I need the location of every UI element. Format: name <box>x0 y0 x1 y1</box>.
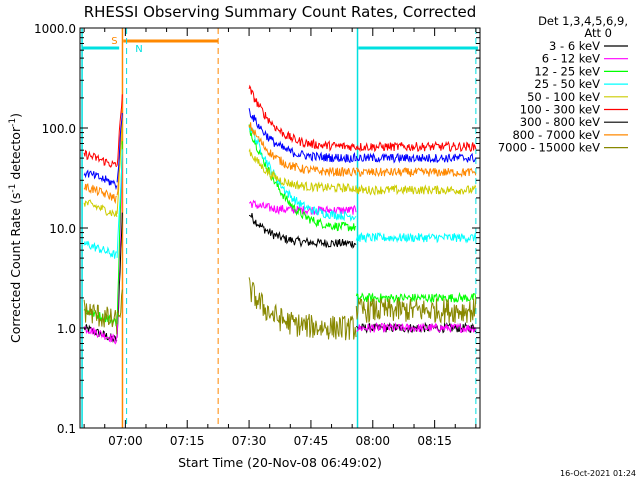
series-segment <box>355 140 477 153</box>
series-segment <box>248 126 357 222</box>
footer-date: 16-Oct-2021 01:24 <box>560 469 636 478</box>
series-segment <box>248 84 357 152</box>
legend-label: 6 - 12 keV <box>542 52 600 66</box>
x-axis-label: Start Time (20-Nov-08 06:49:02) <box>178 455 382 470</box>
series-segment <box>116 149 123 258</box>
series-segment <box>355 291 477 304</box>
series-segment <box>356 322 477 334</box>
series-25-50-kev <box>83 126 477 259</box>
legend-label: 25 - 50 keV <box>534 77 600 91</box>
series-segment <box>355 166 477 178</box>
series-segment <box>249 199 357 216</box>
series-segment <box>355 231 477 244</box>
series-segment <box>83 169 118 191</box>
legend-label: 100 - 300 keV <box>520 103 600 117</box>
series-blue <box>83 108 477 191</box>
series-segment <box>248 122 357 178</box>
series-50-100-kev <box>83 120 477 218</box>
y-tick-label: 1000.0 <box>34 22 76 36</box>
night-label: N <box>135 44 142 55</box>
saa-label: S <box>111 36 117 47</box>
series-segment <box>83 299 118 335</box>
series-segment <box>248 277 357 341</box>
legend-label: 300 - 800 keV <box>520 115 600 129</box>
legend-label: 3 - 6 keV <box>549 39 600 53</box>
x-tick-label: 07:00 <box>108 434 143 448</box>
x-tick-label: 07:30 <box>232 434 267 448</box>
series-segment <box>83 183 117 205</box>
y-axis-label: Corrected Count Rate (s-1 detector-1) <box>8 113 23 343</box>
series-segment <box>355 184 477 196</box>
series-segment <box>83 240 117 259</box>
legend-label: 50 - 100 keV <box>527 90 600 104</box>
y-tick-label: 10.0 <box>49 222 76 236</box>
series-100-300-kev <box>83 84 477 168</box>
x-tick-label: 08:00 <box>355 434 390 448</box>
series-segment <box>83 149 118 168</box>
series-7000-15000-kev <box>83 277 477 341</box>
legend-label: 7000 - 15000 keV <box>498 141 600 155</box>
y-tick-label: 1.0 <box>57 322 76 336</box>
chart-title: RHESSI Observing Summary Count Rates, Co… <box>84 3 477 21</box>
series-segment <box>248 213 357 249</box>
legend-label: 12 - 25 keV <box>534 64 600 78</box>
y-tick-label: 0.1 <box>57 422 76 436</box>
series-segment <box>248 108 357 164</box>
y-tick-label: 100.0 <box>42 122 76 136</box>
series-segment <box>355 297 477 325</box>
series-segment <box>116 120 123 214</box>
x-tick-label: 07:15 <box>170 434 205 448</box>
series-segment <box>83 326 118 345</box>
series-segment <box>116 289 123 319</box>
series-segment <box>355 152 477 164</box>
series-segment <box>248 148 357 193</box>
y-axis: 0.1 1.0 10.0 100.0 1000.0 <box>34 22 480 436</box>
x-tick-label: 08:15 <box>417 434 452 448</box>
series-segment <box>83 199 118 218</box>
legend-label: 800 - 7000 keV <box>512 128 600 142</box>
legend-header-attenuator: Att 0 <box>584 26 612 40</box>
series-segment <box>116 112 123 183</box>
x-axis: 07:00 07:15 07:30 07:45 08:00 08:15 <box>83 28 477 448</box>
legend-header-detectors: Det 1,3,4,5,6,9, <box>538 14 628 28</box>
x-tick-label: 07:45 <box>294 434 329 448</box>
series-segment <box>116 94 123 166</box>
